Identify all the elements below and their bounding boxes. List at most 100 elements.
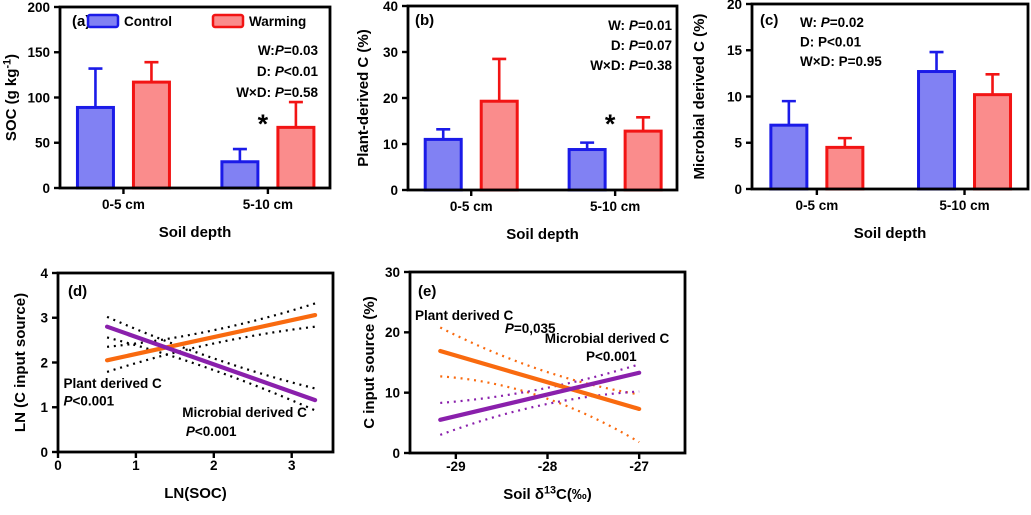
stats-line: W×D: P=0.38	[590, 58, 672, 73]
x-tick-label: 0	[54, 458, 62, 473]
y-tick-label: 100	[27, 90, 50, 105]
annotation: Microbial derived C	[545, 331, 670, 346]
panel-a-bar-chart: 0 50 100 150 200 0-5 cm 5-10 cm Soil depth SOC (…	[1, 0, 332, 241]
stats-line: D: P=0.07	[611, 38, 672, 53]
error-bar	[985, 73, 1000, 95]
y-tick-label: 0	[390, 183, 398, 198]
panel-e-line-chart: 0 10 20 30 -29 -28 -27 Soil δ13C(‰) C input sour…	[361, 265, 687, 503]
y-tick-label: 0	[392, 446, 400, 461]
x-category-label: 5-10 cm	[243, 197, 293, 212]
error-bar	[636, 116, 651, 132]
y-tick-label: 10	[385, 385, 400, 400]
bar-control-group1	[220, 160, 260, 190]
y-tick-label: 4	[40, 266, 48, 281]
x-tick-label: 2	[210, 458, 218, 473]
x-category-label: 5-10 cm	[590, 199, 640, 214]
confidence-band	[440, 375, 640, 444]
panel-letter: (c)	[760, 12, 778, 29]
x-tick-label: 1	[132, 458, 140, 473]
error-bar	[288, 100, 303, 128]
confidence-band	[106, 315, 316, 390]
stats-line: W: P=0.01	[608, 18, 672, 33]
plot-box	[408, 270, 687, 455]
x-axis-label: Soil depth	[854, 225, 927, 242]
x-axis-label: Soil depth	[159, 224, 232, 241]
error-bar	[781, 99, 796, 126]
y-tick-label: 10	[383, 137, 398, 152]
x-tick-label: 3	[288, 458, 296, 473]
x-tick-label: -28	[538, 459, 558, 474]
bar-control-group1	[567, 148, 607, 192]
y-axis-label: SOC (g kg-1)	[1, 54, 20, 141]
panel-d-line-chart: 0 1 2 3 4 0 1 2 3 LN(SOC) LN (C input source) (d) Pl…	[12, 266, 335, 502]
error-bar	[580, 141, 595, 150]
bar-warming-group1	[973, 93, 1013, 191]
annotation: P=0,035	[505, 321, 556, 336]
x-category-label: 0-5 cm	[450, 199, 493, 214]
y-axis-label: C input source (%)	[361, 296, 378, 429]
error-bar	[232, 147, 247, 162]
y-tick-label: 150	[27, 45, 50, 60]
confidence-band	[106, 336, 316, 412]
legend-label-control: Control	[124, 14, 172, 29]
y-tick-label: 20	[383, 91, 398, 106]
bar-control-group0	[423, 137, 463, 192]
y-tick-label: 200	[27, 0, 50, 15]
y-tick-label: 2	[40, 355, 48, 370]
y-axis-label: Plant-derived C (%)	[355, 29, 372, 167]
y-tick-label: 20	[385, 325, 400, 340]
bar-warming-group0	[131, 80, 171, 190]
y-tick-label: 5	[734, 136, 742, 151]
y-tick-label: 1	[40, 400, 48, 415]
panel-letter: (b)	[415, 12, 434, 29]
y-tick-label: 15	[727, 43, 743, 58]
y-tick-label: 0	[40, 445, 48, 460]
y-tick-label: 20	[727, 0, 742, 12]
regression-line-plant	[438, 348, 642, 412]
confidence-band	[440, 363, 640, 405]
legend-label-warming: Warming	[249, 14, 306, 29]
bar-control-group0	[769, 123, 809, 191]
x-tick-label: -29	[446, 459, 466, 474]
stats-line: W: P=0.02	[800, 15, 864, 30]
legend-swatch-warming	[211, 13, 245, 29]
annotation: Plant derived C	[64, 376, 163, 391]
annotation: P<0.001	[64, 393, 115, 408]
x-axis-label: Soil δ13C(‰)	[503, 484, 592, 503]
bar-warming-group0	[479, 99, 519, 192]
y-tick-label: 40	[383, 0, 398, 14]
x-tick-label: -27	[629, 459, 649, 474]
x-axis-label: Soil depth	[506, 226, 579, 243]
stats-line: W×D: P=0.58	[236, 85, 318, 100]
regression-line-microbial	[104, 324, 318, 403]
y-axis-label: LN (C input source)	[12, 293, 29, 432]
stats-line: D: P<0.01	[257, 64, 319, 79]
error-bar	[492, 57, 507, 102]
regression-line-microbial	[438, 370, 642, 422]
panel-letter: (e)	[418, 283, 436, 300]
panel-letter: (d)	[68, 283, 87, 300]
confidence-band	[106, 302, 316, 348]
y-tick-label: 0	[734, 182, 742, 197]
y-tick-label: 10	[727, 89, 742, 104]
stats-line: W×D: P=0.95	[800, 54, 882, 69]
bar-control-group0	[75, 105, 115, 190]
y-tick-label: 3	[40, 311, 48, 326]
significance-asterisk: *	[605, 109, 616, 139]
panel-letter: (a)	[72, 13, 90, 30]
stats-line: D: P<0.01	[800, 35, 862, 50]
y-axis-label: Microbial derived C (%)	[691, 14, 708, 180]
annotation: P<0.001	[186, 424, 237, 439]
annotation: P<0.001	[586, 349, 637, 364]
annotation: Plant derived C	[415, 308, 514, 323]
x-category-label: 5-10 cm	[939, 198, 989, 213]
y-tick-label: 0	[42, 181, 50, 196]
significance-asterisk: *	[258, 109, 269, 139]
y-tick-label: 30	[385, 265, 400, 280]
bar-warming-group1	[276, 125, 316, 190]
annotation: Microbial derived C	[182, 405, 307, 420]
confidence-band	[439, 390, 640, 436]
error-bar	[436, 127, 451, 140]
